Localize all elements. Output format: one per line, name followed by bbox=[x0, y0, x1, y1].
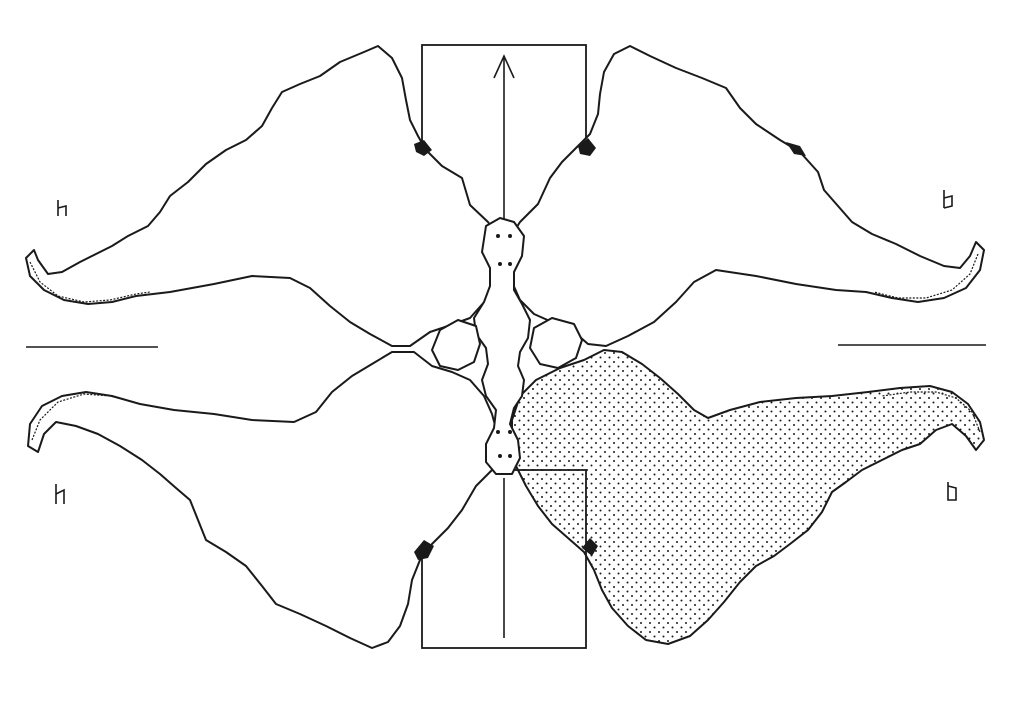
top-left-lobe bbox=[25, 45, 501, 347]
central-ink-marks bbox=[496, 234, 512, 458]
corner-mark-top-left bbox=[57, 200, 67, 216]
bottom-left-lobe bbox=[27, 351, 499, 649]
bottom-left-ink-mark bbox=[414, 540, 434, 560]
corner-mark-bottom-right bbox=[947, 482, 957, 501]
top-left-ink-mark bbox=[414, 140, 432, 156]
bottom-right-coast-detail bbox=[881, 391, 981, 433]
top-right-ink-mark bbox=[578, 138, 596, 156]
upper-arrow bbox=[493, 54, 515, 222]
top-left-coast-detail bbox=[29, 261, 151, 303]
top-right-lobe bbox=[507, 45, 985, 347]
top-right-ink-mark-2 bbox=[786, 142, 806, 156]
bottom-left-coast-detail bbox=[31, 393, 135, 441]
top-right-coast-detail bbox=[873, 253, 979, 299]
central-connector bbox=[431, 217, 583, 475]
bottom-right-ink-mark bbox=[582, 538, 598, 556]
corner-mark-top-right bbox=[943, 190, 953, 209]
corner-mark-bottom-left bbox=[55, 484, 65, 504]
bottom-right-lobe[interactable] bbox=[511, 349, 985, 645]
